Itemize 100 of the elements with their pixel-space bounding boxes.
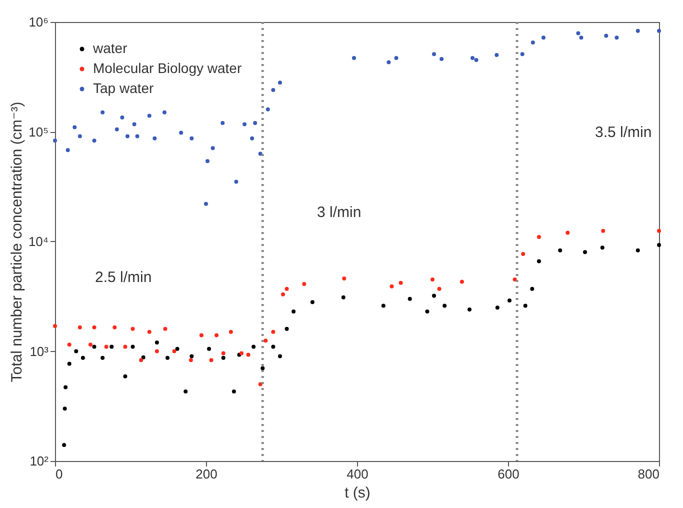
point xyxy=(141,355,146,360)
point xyxy=(110,344,114,349)
point xyxy=(494,53,499,58)
point xyxy=(188,358,193,362)
point xyxy=(601,228,606,233)
point xyxy=(398,280,403,285)
point xyxy=(139,358,144,362)
point xyxy=(221,356,226,360)
point xyxy=(292,310,296,314)
point xyxy=(467,308,472,312)
point xyxy=(253,121,258,126)
point xyxy=(132,122,136,126)
x-tick-label: 600 xyxy=(498,466,520,482)
point xyxy=(152,136,157,140)
point xyxy=(228,330,233,334)
legend-label: Molecular Biology water xyxy=(93,60,242,76)
point xyxy=(135,134,140,138)
point xyxy=(530,286,534,291)
point xyxy=(72,125,77,130)
point xyxy=(566,230,570,235)
point xyxy=(190,354,194,358)
x-tick-label: 400 xyxy=(346,466,368,482)
point xyxy=(88,342,92,347)
point xyxy=(246,352,250,357)
point xyxy=(281,292,286,296)
point xyxy=(470,56,475,60)
point xyxy=(636,248,640,252)
point xyxy=(92,344,96,349)
point xyxy=(210,146,215,150)
point xyxy=(100,356,105,360)
point xyxy=(508,298,512,302)
x-tick-label: 200 xyxy=(196,466,218,482)
point xyxy=(209,358,214,362)
point xyxy=(310,300,314,304)
annotation: 2.5 l/min xyxy=(95,269,152,286)
point xyxy=(172,349,176,354)
point xyxy=(271,330,276,334)
point xyxy=(541,36,546,40)
y-tick-label: 10⁴ xyxy=(28,234,48,249)
point xyxy=(536,259,541,264)
point xyxy=(62,406,67,411)
point xyxy=(523,304,528,308)
point xyxy=(120,115,124,120)
point xyxy=(604,34,608,38)
point xyxy=(74,349,78,354)
point xyxy=(147,114,152,118)
point xyxy=(430,278,434,282)
point xyxy=(190,136,194,140)
point xyxy=(206,159,210,164)
point xyxy=(220,121,225,126)
point xyxy=(147,330,152,334)
point xyxy=(130,344,135,349)
point xyxy=(495,306,500,310)
point xyxy=(80,356,85,360)
point xyxy=(64,385,68,390)
point xyxy=(100,110,105,114)
point xyxy=(432,294,436,298)
annotation: 3 l/min xyxy=(317,204,362,221)
point xyxy=(163,326,168,331)
legend-label: Tap water xyxy=(93,80,154,96)
point xyxy=(78,134,82,138)
point xyxy=(271,344,276,349)
point xyxy=(214,333,219,338)
point xyxy=(130,326,135,331)
point xyxy=(234,180,238,184)
point xyxy=(92,138,96,143)
point xyxy=(62,442,66,447)
point xyxy=(657,28,661,33)
point xyxy=(66,148,70,152)
point xyxy=(352,56,356,60)
point xyxy=(242,122,247,126)
point xyxy=(175,346,180,351)
point xyxy=(657,228,661,233)
point xyxy=(204,202,208,206)
point xyxy=(437,286,442,291)
y-tick-label: 10⁵ xyxy=(28,124,48,140)
point xyxy=(278,80,282,85)
point xyxy=(341,295,346,300)
point xyxy=(536,234,541,239)
point xyxy=(207,346,212,351)
x-tick-label: 0 xyxy=(56,466,63,482)
point xyxy=(302,282,306,286)
point xyxy=(474,58,478,62)
point xyxy=(184,389,188,394)
point xyxy=(271,88,276,92)
point xyxy=(636,28,640,33)
point xyxy=(460,280,464,284)
point xyxy=(284,286,289,291)
point xyxy=(258,382,262,386)
point xyxy=(162,110,166,114)
y-tick-label: 10³ xyxy=(30,344,50,359)
point xyxy=(53,324,57,328)
point xyxy=(250,136,254,140)
y-tick-label: 10² xyxy=(30,454,50,468)
point xyxy=(258,152,262,156)
point xyxy=(579,36,584,40)
point xyxy=(78,325,82,330)
point xyxy=(342,276,346,281)
point xyxy=(512,278,517,282)
point xyxy=(125,134,130,138)
